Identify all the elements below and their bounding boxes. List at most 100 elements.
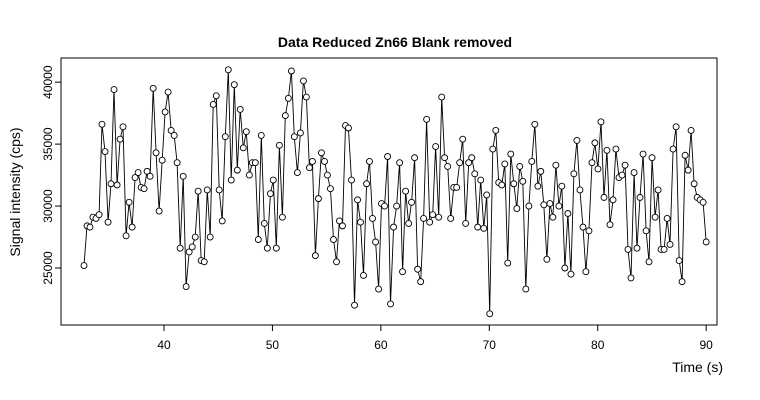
data-point: [576, 186, 584, 194]
data-point: [471, 170, 479, 178]
data-point: [480, 224, 488, 232]
x-tick-label: 60: [374, 338, 388, 352]
data-point: [296, 129, 304, 137]
data-point: [408, 198, 416, 206]
data-point: [621, 161, 629, 169]
data-point: [393, 202, 401, 210]
data-point: [212, 92, 220, 100]
chart-title: Data Reduced Zn66 Blank removed: [278, 34, 512, 50]
data-point: [510, 180, 518, 188]
data-point: [149, 84, 157, 92]
data-point: [645, 258, 653, 266]
data-point: [215, 186, 223, 194]
data-point: [339, 222, 346, 230]
data-point: [525, 202, 533, 210]
data-point: [308, 158, 316, 165]
data-point: [257, 131, 265, 139]
data-point: [498, 181, 506, 189]
data-point: [663, 214, 671, 222]
data-point: [399, 268, 407, 276]
data-point: [251, 159, 259, 167]
data-point: [110, 86, 118, 94]
data-point: [687, 127, 695, 134]
y-tick-label: 25000: [41, 251, 55, 285]
data-point: [278, 213, 286, 221]
data-point: [528, 158, 536, 165]
x-tick-label: 80: [591, 338, 605, 352]
data-point: [224, 66, 232, 74]
data-point: [468, 154, 476, 162]
data-point: [573, 136, 581, 144]
data-point: [194, 187, 202, 195]
data-point: [462, 219, 470, 227]
data-point: [326, 185, 334, 193]
data-point: [275, 141, 283, 149]
data-point: [128, 223, 136, 231]
data-point: [245, 171, 253, 179]
data-point: [453, 184, 461, 191]
data-point: [477, 176, 485, 184]
data-point: [143, 167, 151, 175]
data-point: [363, 180, 371, 188]
data-point: [507, 150, 515, 158]
data-point: [191, 233, 199, 241]
data-point: [104, 218, 112, 226]
data-point: [164, 88, 172, 96]
data-point: [390, 223, 398, 231]
data-point: [690, 180, 698, 188]
data-point: [540, 201, 548, 209]
data-point: [239, 144, 247, 152]
data-point: [426, 218, 434, 226]
data-point: [366, 158, 373, 165]
data-point: [501, 160, 509, 168]
data-point: [417, 278, 425, 286]
data-point: [411, 154, 419, 162]
data-point: [293, 169, 301, 177]
data-point: [372, 238, 380, 246]
data-point: [438, 93, 446, 101]
data-point: [155, 207, 163, 215]
data-point: [588, 159, 596, 167]
data-point: [269, 176, 277, 184]
data-point: [290, 133, 298, 141]
data-point: [80, 262, 88, 269]
data-point: [344, 124, 352, 132]
data-point: [513, 205, 521, 212]
data-line: [83, 69, 707, 314]
data-point: [651, 213, 659, 221]
data-point: [669, 145, 677, 153]
data-point: [537, 167, 545, 175]
data-point: [354, 196, 362, 204]
data-point: [152, 149, 160, 157]
data-point: [534, 182, 542, 190]
data-point: [381, 202, 389, 210]
data-point: [486, 310, 494, 318]
data-point: [369, 214, 376, 222]
data-point: [209, 101, 217, 108]
data-point: [311, 252, 319, 260]
data-point: [630, 169, 638, 177]
data-point: [456, 159, 464, 167]
data-point: [684, 166, 692, 174]
data-point: [435, 213, 443, 221]
data-point: [323, 171, 331, 179]
data-point: [483, 191, 491, 199]
data-point: [263, 244, 271, 252]
data-point: [516, 162, 524, 170]
data-point: [260, 219, 268, 227]
data-point: [543, 255, 551, 263]
data-point: [95, 211, 103, 219]
data-point: [182, 283, 190, 291]
data-point: [591, 139, 599, 147]
data-point: [107, 180, 115, 188]
data-point: [555, 202, 563, 210]
data-point: [600, 193, 608, 201]
data-point: [266, 190, 274, 198]
data-point: [206, 233, 214, 241]
data-point: [176, 244, 184, 252]
data-point: [633, 244, 641, 252]
data-point: [302, 93, 310, 101]
data-point: [360, 271, 367, 279]
data-point: [660, 245, 668, 253]
